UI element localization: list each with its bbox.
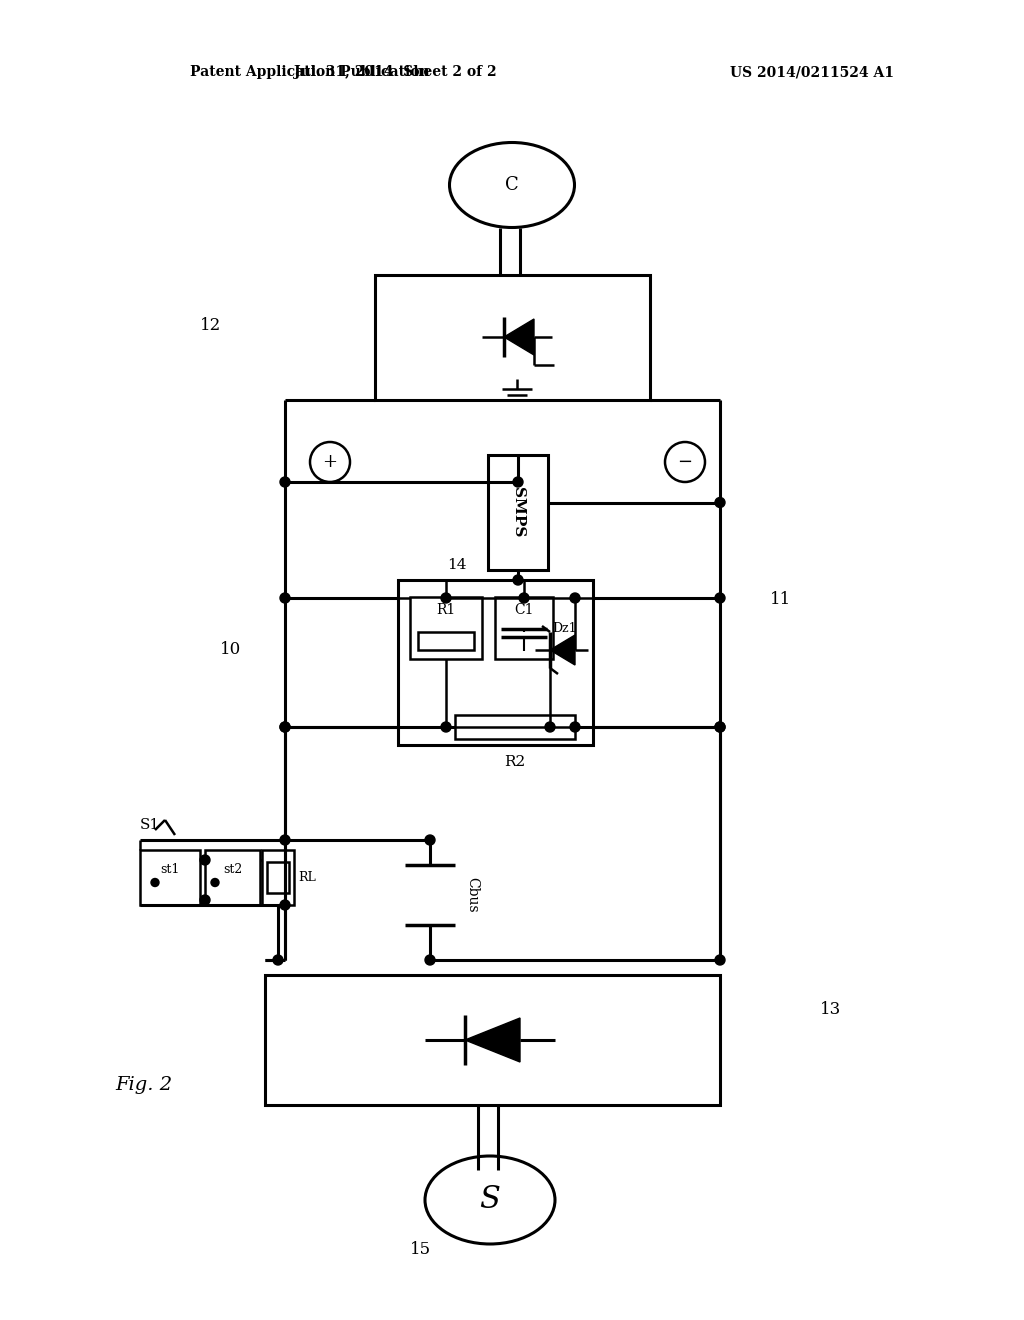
Bar (455, 715, 575, 739)
Text: Cbus: Cbus (465, 878, 479, 913)
Bar (398, 579, 593, 744)
Bar (265, 975, 720, 1105)
Text: R1: R1 (436, 603, 456, 616)
Circle shape (425, 836, 435, 845)
Circle shape (441, 722, 451, 733)
Text: US 2014/0211524 A1: US 2014/0211524 A1 (730, 65, 894, 79)
Text: st2: st2 (223, 863, 242, 876)
Text: Dz1: Dz1 (553, 622, 578, 635)
Circle shape (513, 576, 523, 585)
Bar (140, 850, 200, 906)
Polygon shape (550, 635, 575, 665)
Circle shape (273, 954, 283, 965)
Text: Jul. 31, 2014  Sheet 2 of 2: Jul. 31, 2014 Sheet 2 of 2 (294, 65, 497, 79)
Circle shape (425, 954, 435, 965)
Text: 10: 10 (220, 642, 242, 659)
Bar (488, 455, 548, 570)
Text: +: + (323, 453, 338, 471)
Circle shape (519, 593, 529, 603)
Text: 15: 15 (410, 1242, 431, 1258)
Circle shape (570, 722, 580, 733)
Bar (205, 850, 260, 906)
Circle shape (513, 477, 523, 487)
Circle shape (715, 722, 725, 733)
Text: 12: 12 (200, 317, 221, 334)
Circle shape (280, 836, 290, 845)
Circle shape (280, 900, 290, 909)
Bar (418, 632, 474, 649)
Ellipse shape (450, 143, 574, 227)
Circle shape (280, 722, 290, 733)
Text: C: C (505, 176, 519, 194)
Text: 13: 13 (820, 1002, 842, 1019)
Circle shape (715, 593, 725, 603)
Polygon shape (504, 319, 534, 355)
Text: S1: S1 (140, 818, 160, 832)
Bar (267, 862, 289, 894)
Circle shape (200, 895, 210, 906)
Circle shape (280, 477, 290, 487)
Circle shape (441, 593, 451, 603)
Bar (410, 597, 482, 659)
Text: SMPS: SMPS (511, 487, 525, 537)
Circle shape (715, 954, 725, 965)
Text: C1: C1 (514, 603, 534, 616)
Bar (262, 850, 294, 906)
Circle shape (310, 442, 350, 482)
Circle shape (280, 593, 290, 603)
Ellipse shape (425, 1156, 555, 1243)
Text: 14: 14 (447, 558, 467, 572)
Text: Patent Application Publication: Patent Application Publication (190, 65, 430, 79)
Text: Fig. 2: Fig. 2 (115, 1076, 172, 1094)
Text: S: S (479, 1184, 501, 1216)
Bar (375, 275, 650, 400)
Circle shape (665, 442, 705, 482)
Circle shape (570, 593, 580, 603)
Text: R2: R2 (505, 755, 525, 770)
Circle shape (200, 855, 210, 865)
Polygon shape (465, 1018, 520, 1063)
Circle shape (715, 498, 725, 507)
Text: −: − (678, 453, 692, 471)
Text: RL: RL (298, 871, 315, 884)
Bar (495, 597, 553, 659)
Circle shape (151, 879, 159, 887)
Text: st1: st1 (161, 863, 179, 876)
Circle shape (280, 722, 290, 733)
Circle shape (545, 722, 555, 733)
Circle shape (715, 722, 725, 733)
Circle shape (211, 879, 219, 887)
Text: 11: 11 (770, 591, 792, 609)
